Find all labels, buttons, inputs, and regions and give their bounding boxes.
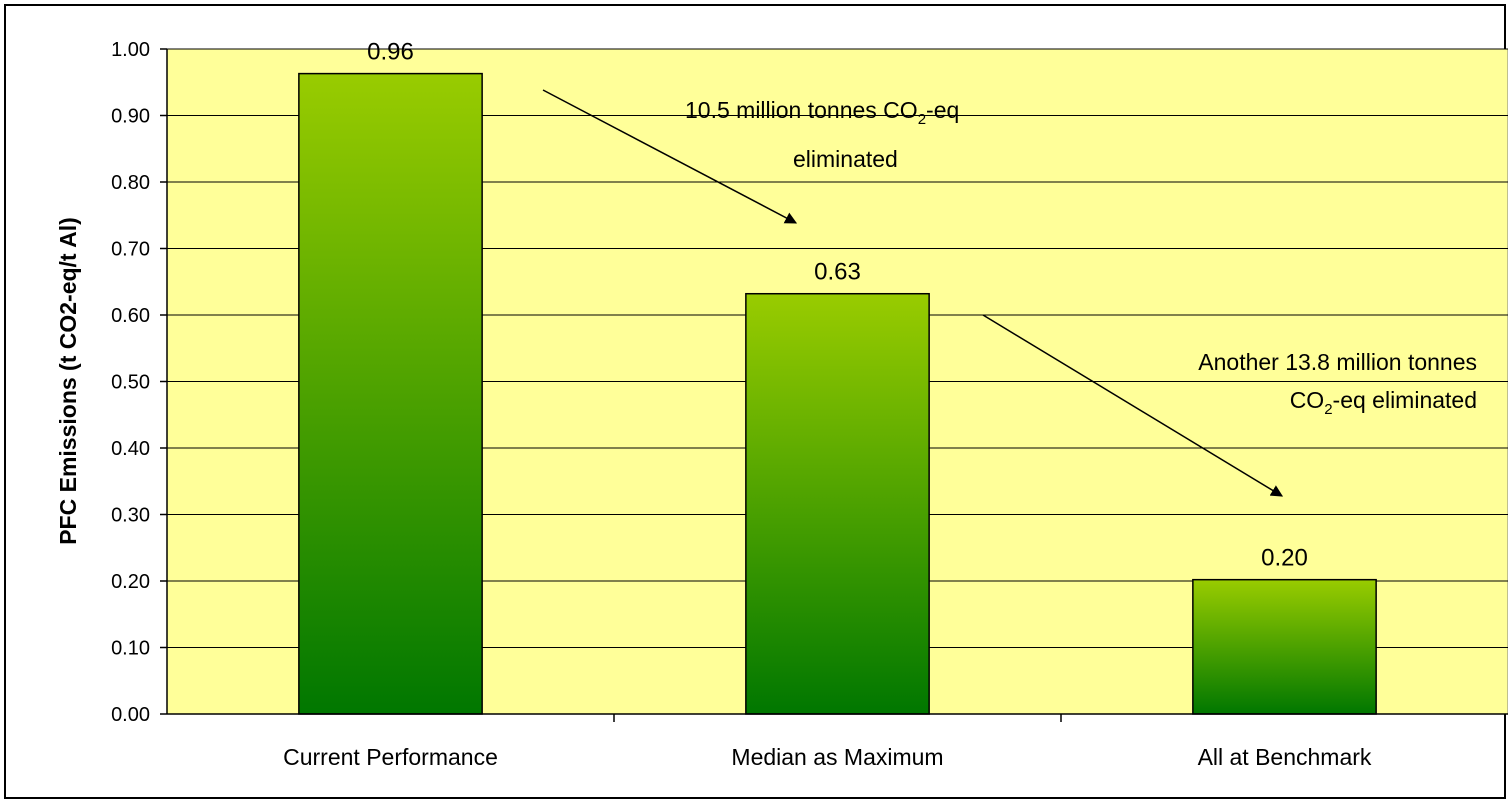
annotation-1-line-2: eliminated: [793, 146, 898, 172]
annotation-arrow-1: [542, 89, 798, 224]
data-label: 0.20: [1261, 545, 1308, 572]
bar: [1192, 578, 1377, 715]
y-tick-label: 0.00: [111, 704, 150, 726]
y-axis-title: PFC Emissions (t CO2-eq/t Al): [55, 217, 81, 545]
y-tick-label: 0.30: [111, 505, 150, 527]
bar: [745, 292, 930, 715]
annotation-arrow-2: [982, 314, 1284, 497]
y-tick-label: 0.40: [111, 438, 150, 460]
bar: [298, 72, 483, 715]
annotation-1-line-1-sub: 2: [918, 111, 926, 128]
y-tick-label: 0.60: [111, 305, 150, 327]
y-tick-label: 0.50: [111, 372, 150, 394]
annotation-2-line-2-after: -eq eliminated: [1333, 387, 1477, 413]
data-label: 0.63: [814, 259, 861, 286]
annotation-2-line-2-sub: 2: [1324, 401, 1332, 418]
y-tick-label: 0.80: [111, 172, 150, 194]
x-tick-label: Current Performance: [283, 744, 498, 770]
x-axis-category-labels: Current Performance Median as Maximum All …: [283, 714, 1372, 770]
annotation-1-line-1-before: 10.5 million tonnes CO: [685, 97, 918, 123]
x-tick-label: Median as Maximum: [731, 744, 943, 770]
y-tick-label: 0.90: [111, 106, 150, 128]
annotation-2-line-1: Another 13.8 million tonnes: [1198, 349, 1477, 375]
annotation-2-line-2: CO2-eq eliminated: [1290, 387, 1477, 418]
data-label: 0.96: [367, 39, 414, 66]
annotation-1-line-1-after: -eq: [926, 97, 959, 123]
annotation-1-line-1: 10.5 million tonnes CO2-eq: [685, 97, 959, 128]
x-tick-label: All at Benchmark: [1198, 744, 1372, 770]
y-tick-label: 1.00: [111, 39, 150, 61]
y-tick-label: 0.10: [111, 638, 150, 660]
y-axis-tick-labels: 0.00 0.10 0.20 0.30 0.40 0.50 0.60 0.70 0.80 0.90…: [111, 39, 167, 726]
y-tick-label: 0.20: [111, 571, 150, 593]
bars: [298, 72, 1377, 715]
annotation-2-line-2-before: CO: [1290, 387, 1325, 413]
y-tick-label: 0.70: [111, 239, 150, 261]
data-labels: 0.96 0.63 0.20: [367, 39, 1308, 572]
